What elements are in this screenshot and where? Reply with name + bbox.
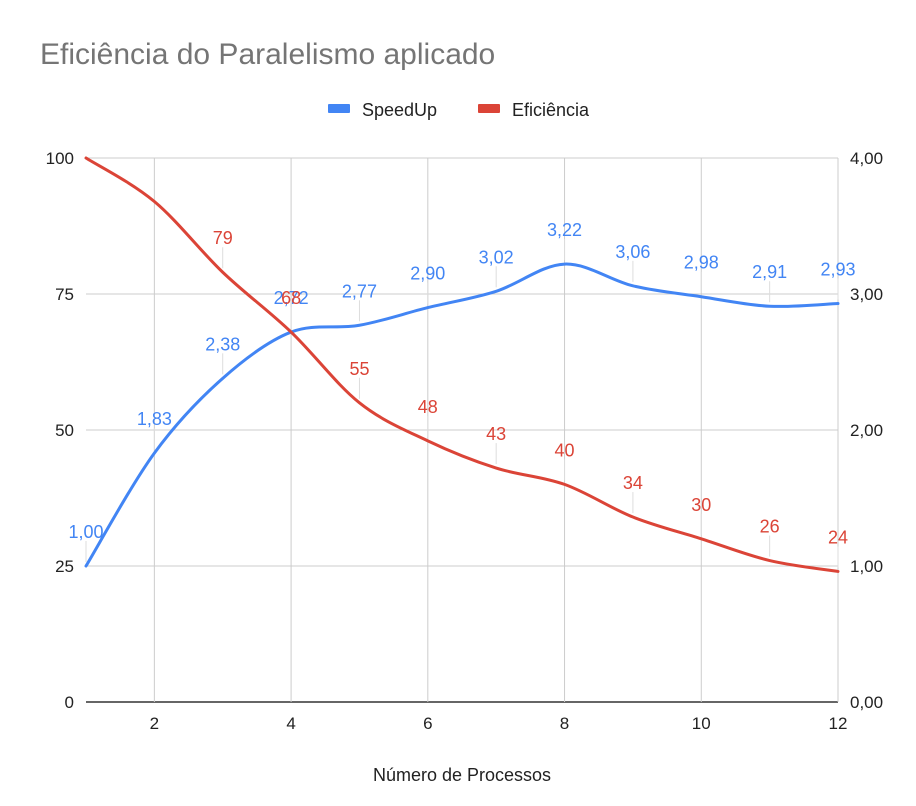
data-label-speedup: 3,02 <box>479 247 514 267</box>
series-lines <box>84 156 840 573</box>
data-label-efici-ncia: 30 <box>691 495 711 515</box>
gridlines <box>86 157 839 703</box>
y-left-tick-label: 50 <box>55 421 74 440</box>
y-left-tick-label: 25 <box>55 557 74 576</box>
data-labels: 1,00 1,83 2,38 2,72 2,77 2,90 3,02 3,22 3,06 2,98… <box>68 220 856 568</box>
x-tick-label: 4 <box>286 714 295 733</box>
y-left-tick-label: 0 <box>65 693 74 712</box>
y-left-tick-label: 100 <box>46 149 74 168</box>
y-right-tick-label: 1,00 <box>850 557 883 576</box>
data-label-efici-ncia: 79 <box>213 228 233 248</box>
data-label-efici-ncia: 43 <box>486 424 506 444</box>
y-right-tick-label: 2,00 <box>850 421 883 440</box>
data-label-speedup: 2,72 <box>274 288 309 308</box>
legend[interactable]: SpeedUp Eficiência <box>328 100 590 120</box>
x-tick-label: 8 <box>560 714 569 733</box>
data-label-efici-ncia: 68 <box>281 288 301 308</box>
data-label-speedup: 2,98 <box>684 253 719 273</box>
left-axis-ticks: 0 25 50 75 100 <box>46 149 74 712</box>
y-right-tick-label: 4,00 <box>850 149 883 168</box>
data-label-efici-ncia: 24 <box>828 527 848 547</box>
data-label-speedup: 3,06 <box>615 242 650 262</box>
data-label-efici-ncia: 40 <box>555 440 575 460</box>
data-label-efici-ncia: 26 <box>760 517 780 537</box>
y-left-tick-label: 75 <box>55 285 74 304</box>
data-label-speedup: 1,83 <box>137 409 172 429</box>
data-label-efici-ncia: 34 <box>623 473 643 493</box>
data-label-speedup: 3,22 <box>547 220 582 240</box>
data-label-efici-ncia: 48 <box>418 397 438 417</box>
data-label-speedup: 1,00 <box>68 522 103 542</box>
chart-title: Eficiência do Paralelismo aplicado <box>40 38 495 71</box>
data-label-speedup: 2,93 <box>820 260 855 280</box>
data-label-speedup: 2,91 <box>752 262 787 282</box>
legend-swatch-speedup <box>328 104 350 113</box>
x-tick-label: 2 <box>150 714 159 733</box>
series-line-speedup[interactable] <box>84 262 840 568</box>
y-right-tick-label: 0,00 <box>850 693 883 712</box>
x-tick-label: 12 <box>829 714 848 733</box>
right-axis-ticks: 0,00 1,00 2,00 3,00 4,00 <box>850 149 883 712</box>
series-line-efici-ncia[interactable] <box>84 156 840 573</box>
data-label-speedup: 2,90 <box>410 264 445 284</box>
legend-label-eficiencia: Eficiência <box>512 100 590 120</box>
data-label-efici-ncia: 55 <box>349 359 369 379</box>
x-tick-label: 10 <box>692 714 711 733</box>
y-right-tick-label: 3,00 <box>850 285 883 304</box>
x-axis-title: Número de Processos <box>373 765 551 785</box>
x-axis-ticks: 2 4 6 8 10 12 <box>150 714 848 733</box>
legend-swatch-eficiencia <box>478 104 500 113</box>
x-tick-label: 6 <box>423 714 432 733</box>
data-label-speedup: 2,38 <box>205 334 240 354</box>
legend-label-speedup: SpeedUp <box>362 100 437 120</box>
data-label-speedup: 2,77 <box>342 281 377 301</box>
